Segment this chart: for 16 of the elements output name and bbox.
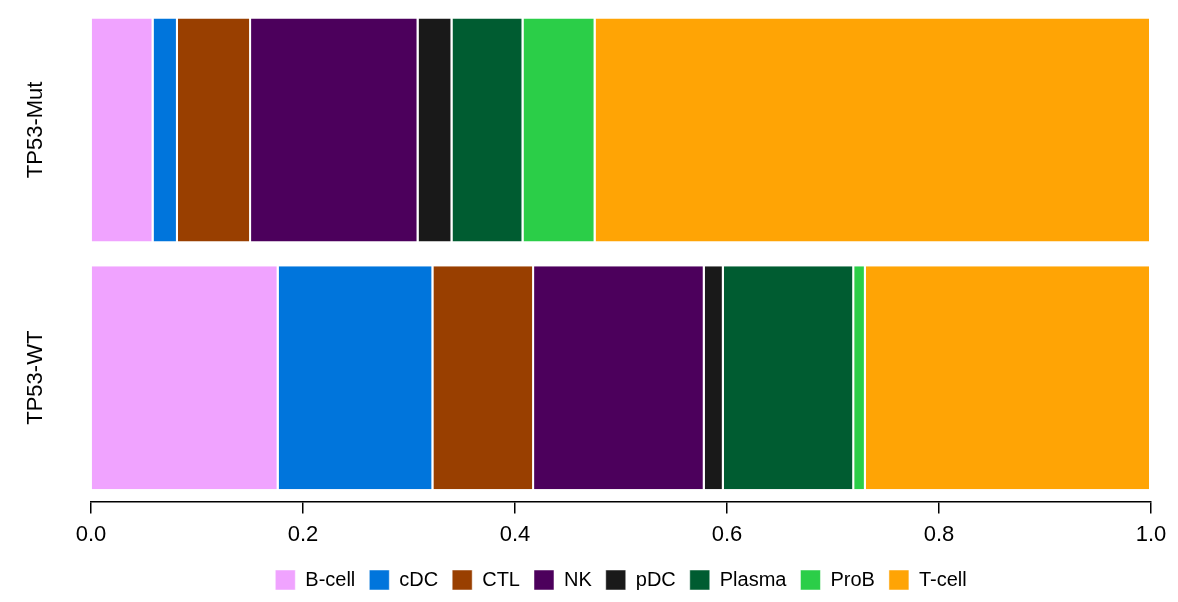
- legend-label: T-cell: [918, 567, 967, 590]
- x-tick-label: 1.0: [1135, 520, 1167, 546]
- legend-label: Plasma: [719, 567, 788, 590]
- x-tick-label: 0.4: [499, 520, 531, 546]
- legend-label: CTL: [482, 567, 520, 590]
- legend-label: cDC: [399, 567, 439, 590]
- legend-label: ProB: [830, 567, 875, 590]
- x-tick-label: 0.6: [711, 520, 743, 546]
- y-tick-label: TP53-Mut: [22, 81, 48, 179]
- x-tick-label: 0.2: [287, 520, 319, 546]
- legend-label: NK: [563, 567, 593, 590]
- legend-label: B-cell: [305, 567, 356, 590]
- x-tick-label: 0.8: [923, 520, 955, 546]
- y-tick-label: TP53-WT: [22, 330, 48, 425]
- x-tick-label: 0.0: [75, 520, 107, 546]
- legend-label: pDC: [635, 567, 676, 590]
